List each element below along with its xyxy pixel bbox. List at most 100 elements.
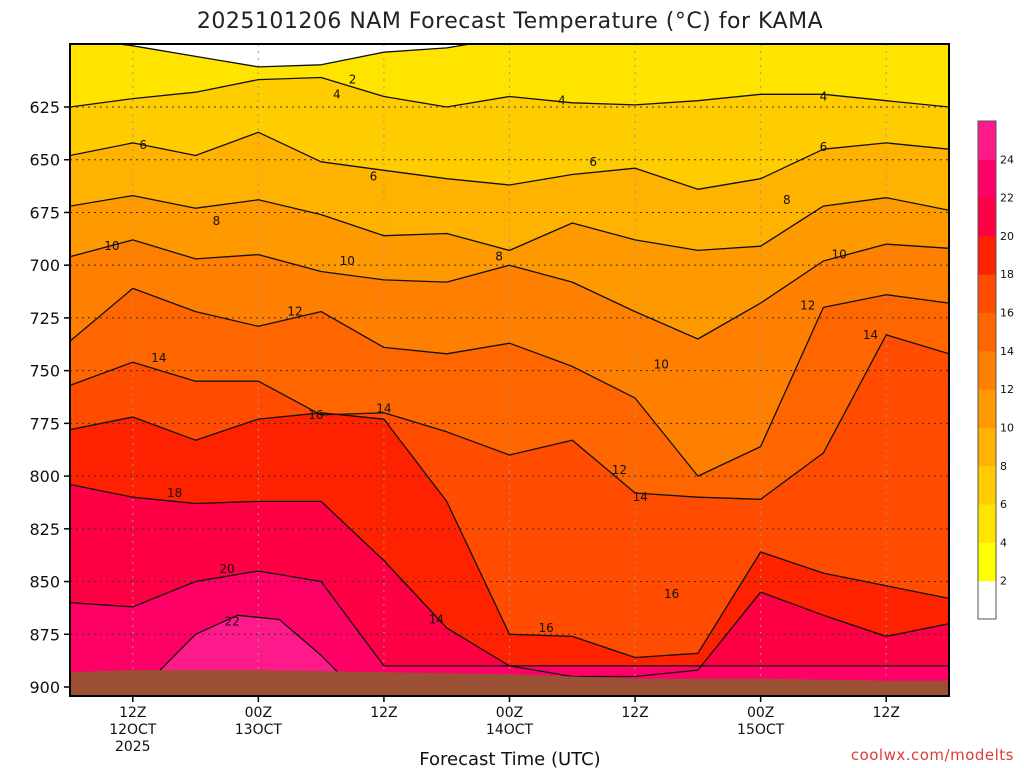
contour-label-12-15: 12 <box>287 305 302 319</box>
colorbar-label-2: 2 <box>1000 575 1007 588</box>
contour-label-10-11: 10 <box>104 239 119 253</box>
colorbar-swatch-2 <box>978 504 996 543</box>
contour-label-14-20: 14 <box>633 490 648 504</box>
contour-label-4-3: 4 <box>820 89 828 103</box>
x-tick-label-6-0: 12Z <box>119 705 146 721</box>
contour-label-6-6: 6 <box>589 155 597 169</box>
y-tick-label-650: 650 <box>29 151 60 170</box>
contour-line-20 <box>70 570 949 667</box>
contour-label-22-28: 22 <box>225 615 240 629</box>
colorbar-label-12: 12 <box>1000 383 1014 396</box>
y-tick-label-750: 750 <box>29 362 60 381</box>
contour-label-12-16: 12 <box>800 298 815 312</box>
contour-label-20-27: 20 <box>219 562 234 576</box>
colorbar-swatch-9 <box>978 235 996 275</box>
contour-line-layer <box>70 44 949 678</box>
contour-line-16 <box>70 412 949 659</box>
contour-line-6 <box>70 131 949 190</box>
contour-label-16-25: 16 <box>664 587 679 601</box>
terrain-fill <box>70 670 949 696</box>
contour-label-10-14: 10 <box>654 357 669 371</box>
x-tick-label-18-0: 00Z <box>245 705 272 721</box>
y-axis: 625 650 675 700 725 750 775 800 825 850 875 900 <box>29 98 70 697</box>
contour-label-6-7: 6 <box>820 140 828 154</box>
colorbar-swatch-1 <box>978 542 996 582</box>
colorbar-swatch-0 <box>978 580 996 620</box>
contour-label-4-2: 4 <box>558 94 566 108</box>
x-tick-label-30-0: 12Z <box>370 705 397 721</box>
x-tick-label-54-0: 12Z <box>621 705 648 721</box>
contour-label-14-18: 14 <box>151 351 166 365</box>
contour-label-14-21: 14 <box>863 328 878 342</box>
colorbar-swatch-10 <box>978 197 996 237</box>
contour-label-6-5: 6 <box>370 170 378 184</box>
chart-title: 2025101206 NAM Forecast Temperature (°C)… <box>197 9 823 34</box>
colorbar-label-18: 18 <box>1000 268 1014 281</box>
y-tick-label-900: 900 <box>29 678 60 697</box>
x-axis-title: Forecast Time (UTC) <box>419 749 600 768</box>
temperature-fill-layer <box>70 44 949 696</box>
contour-label-10-13: 10 <box>831 248 846 262</box>
x-tick-label-6-1: 12OCT <box>109 722 157 738</box>
colorbar-label-20: 20 <box>1000 230 1014 243</box>
contour-line-2 <box>114 44 474 68</box>
contour-label-8-9: 8 <box>495 250 503 264</box>
contour-label-8-10: 8 <box>783 193 791 207</box>
contour-line-12 <box>70 287 949 477</box>
y-tick-label-675: 675 <box>29 203 60 222</box>
y-tick-label-700: 700 <box>29 256 60 275</box>
y-tick-label-875: 875 <box>29 625 60 644</box>
colorbar-swatch-5 <box>978 389 996 428</box>
terrain-layer <box>70 670 949 696</box>
contour-label-14-19: 14 <box>376 402 391 416</box>
colorbar-swatch-3 <box>978 465 996 505</box>
contour-label-10-12: 10 <box>340 254 355 268</box>
contour-line-14 <box>70 334 949 500</box>
colorbar-swatch-6 <box>978 350 996 390</box>
contour-line-4 <box>70 76 949 108</box>
x-tick-label-42-0: 00Z <box>496 705 523 721</box>
x-tick-label-6-2: 2025 <box>115 739 151 755</box>
colorbar-swatch-4 <box>978 427 996 467</box>
colorbar-swatch-12 <box>978 121 996 160</box>
colorbar-label-22: 22 <box>1000 192 1014 205</box>
y-tick-label-625: 625 <box>29 98 60 117</box>
contour-line-10 <box>70 239 949 340</box>
contour-line-22 <box>153 614 343 677</box>
contour-label-2-0: 2 <box>349 73 357 87</box>
colorbar-swatch-8 <box>978 274 996 314</box>
colorbar-label-6: 6 <box>1000 498 1007 511</box>
x-tick-label-42-1: 14OCT <box>486 722 534 738</box>
y-tick-label-850: 850 <box>29 573 60 592</box>
contour-label-14-22: 14 <box>429 613 444 627</box>
x-tick-label-66-0: 00Z <box>747 705 774 721</box>
contour-label-4-1: 4 <box>333 87 341 101</box>
colorbar-label-8: 8 <box>1000 460 1007 473</box>
credit-text[interactable]: coolwx.com/modelts <box>851 746 1014 764</box>
contour-label-12-17: 12 <box>612 463 627 477</box>
colorbar-label-14: 14 <box>1000 345 1014 358</box>
x-tick-label-18-1: 13OCT <box>235 722 283 738</box>
colorbar-swatch-7 <box>978 312 996 352</box>
contour-label-8-8: 8 <box>213 214 221 228</box>
colorbar-frame <box>977 120 997 620</box>
colorbar-label-24: 24 <box>1000 153 1014 166</box>
y-tick-label-800: 800 <box>29 467 60 486</box>
contour-label-6-4: 6 <box>139 138 147 152</box>
y-tick-label-825: 825 <box>29 520 60 539</box>
colorbar-label-16: 16 <box>1000 307 1014 320</box>
x-tick-label-66-1: 15OCT <box>737 722 785 738</box>
contour-label-18-26: 18 <box>167 486 182 500</box>
contour-label-16-23: 16 <box>308 408 323 422</box>
colorbar-swatch-11 <box>978 159 996 199</box>
x-tick-label-78-0: 12Z <box>873 705 900 721</box>
colorbar-label-10: 10 <box>1000 421 1014 434</box>
contour-line-8 <box>70 194 949 252</box>
colorbar-label-4: 4 <box>1000 536 1007 549</box>
contour-label-16-24: 16 <box>538 621 553 635</box>
y-tick-label-725: 725 <box>29 309 60 328</box>
